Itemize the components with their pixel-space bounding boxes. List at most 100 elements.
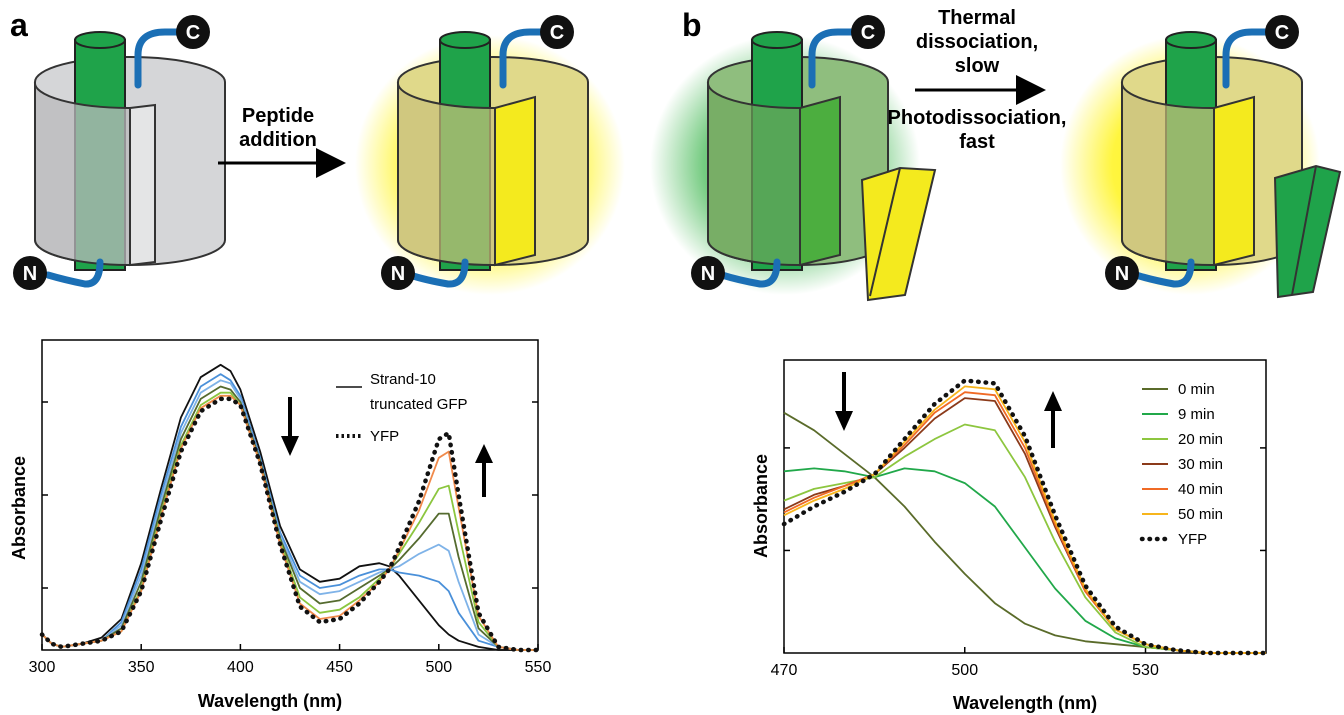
n-terminus-label: N [701,263,715,285]
legend-label: YFP [1178,531,1207,548]
yfp-illustration-b: N C [1060,15,1320,295]
n-terminus-label: N [391,263,405,285]
c-terminus-label: C [186,22,200,44]
chart-a-legend: Strand-10 truncated GFP YFP [336,371,468,445]
detached-yellow-strand-edge [869,167,901,297]
linker-n [718,258,781,288]
legend-label: 30 min [1178,456,1223,473]
panel-b-schematic: b N C Thermal dissociation, slow Photodi… [650,7,1342,302]
arrow-label-b-top-line2: dissociation, [916,31,1038,53]
x-tick-label: 400 [227,659,254,676]
x-tick-label: 550 [525,659,552,676]
panel-b-letter: b [682,7,702,43]
grey-barrel-front [33,81,131,267]
linker-c [499,28,549,89]
arrow-label-b-bottom-line2: fast [959,131,995,153]
detached-green-strand [1273,164,1342,299]
arrow-label-a-line1: Peptide [242,105,314,127]
barrel-gap [129,103,156,267]
yellow-barrel-front [396,81,496,267]
n-terminus-circle [13,256,47,290]
c-terminus-circle [176,15,210,49]
yfp-illustration-a: N C [355,15,625,295]
detached-yellow-strand [860,166,937,302]
chart-a-y-ticks [42,401,538,589]
x-tick-label: 350 [128,659,155,676]
x-tick-label: 450 [326,659,353,676]
yellow-strand-segment [494,95,536,267]
chart-b-increase-arrow [1044,391,1062,448]
linker-c [808,28,856,89]
legend-label: 0 min [1178,381,1215,398]
chart-a-increase-arrow [475,444,493,497]
chart-b-y-ticks [784,447,1266,552]
chart-a-y-axis-title: Absorbance [9,456,29,560]
c-terminus-circle [1265,15,1299,49]
arrow-label-b-top-line1: Thermal [938,7,1016,29]
c-terminus-label: C [1275,22,1289,44]
linker-c [1222,28,1270,89]
arrow-label-b-bottom-line1: Photodissociation, [888,107,1067,129]
chart-a-decrease-arrow [281,397,299,456]
chart-b-x-ticks: 470 500 530 [771,647,1159,679]
legend-label-truncated-gfp-line1: Strand-10 [370,371,436,388]
linker-n [1132,258,1195,288]
chart-b-y-axis-title: Absorbance [751,454,771,558]
x-tick-label: 470 [771,662,798,679]
arrow-label-a-line2: addition [239,129,317,151]
series-line-3 [41,379,538,651]
central-helix-top [74,31,126,49]
linker-c-a [134,28,184,89]
x-tick-label: 500 [425,659,452,676]
chart-a-x-ticks: 300 350 400 450 500 550 [29,644,552,676]
chart-b-plot-frame [783,359,1267,654]
series-line-4 [41,385,538,651]
central-helix-top [439,31,491,49]
x-tick-label: 300 [29,659,56,676]
chart-a: 300 350 400 450 500 550 Wavelength (nm) Absor… [9,339,552,711]
n-terminus-label: N [1115,263,1129,285]
chart-b: 470 500 530 Wavelength (nm) Absorbance 0 m… [751,359,1269,713]
c-terminus-circle [851,15,885,49]
detached-green-strand-edge [1291,165,1317,296]
series-line-2 [41,373,538,651]
chart-b-decrease-arrow [835,372,853,431]
yellow-strand-segment [1213,95,1255,267]
legend-label: 9 min [1178,406,1215,423]
chart-b-x-axis-title: Wavelength (nm) [953,693,1097,713]
chart-a-x-axis-title: Wavelength (nm) [198,691,342,711]
c-terminus-label: C [550,22,564,44]
chart-b-legend: 0 min 9 min 20 min 30 min 40 min 50 min YFP [1139,381,1223,548]
n-terminus-circle [691,256,725,290]
panel-a-schematic: a N C Peptide addition [10,7,625,295]
chart-a-series [39,363,541,653]
n-terminus-circle [381,256,415,290]
green-barrel-front [706,81,801,267]
legend-label: 20 min [1178,431,1223,448]
x-tick-label: 530 [1132,662,1159,679]
x-tick-label: 500 [951,662,978,679]
arrow-label-b-top-line3: slow [955,55,1000,77]
yellow-barrel-front [1120,81,1215,267]
legend-label: 50 min [1178,506,1223,523]
gfp-illustration-b: N C [650,15,920,295]
linker-n [406,258,469,288]
n-terminus-label: N [23,263,37,285]
n-terminus-circle [1105,256,1139,290]
legend-label-truncated-gfp-line2: truncated GFP [370,396,468,413]
c-terminus-circle [540,15,574,49]
c-terminus-label: C [861,22,875,44]
linker-n-a [44,258,104,288]
series-line-strand-10-truncated-gfp [41,363,538,651]
chart-a-plot-frame [41,339,539,651]
legend-label: 40 min [1178,481,1223,498]
central-helix-top [1165,31,1217,49]
chart-b-series [781,378,1269,656]
series-line-yfp [781,378,1269,656]
legend-label-yfp: YFP [370,428,399,445]
truncated-gfp-illustration: N C [13,15,226,290]
green-strand-segment [799,95,841,267]
series-line-yfp [39,396,541,653]
panel-a-letter: a [10,7,28,43]
